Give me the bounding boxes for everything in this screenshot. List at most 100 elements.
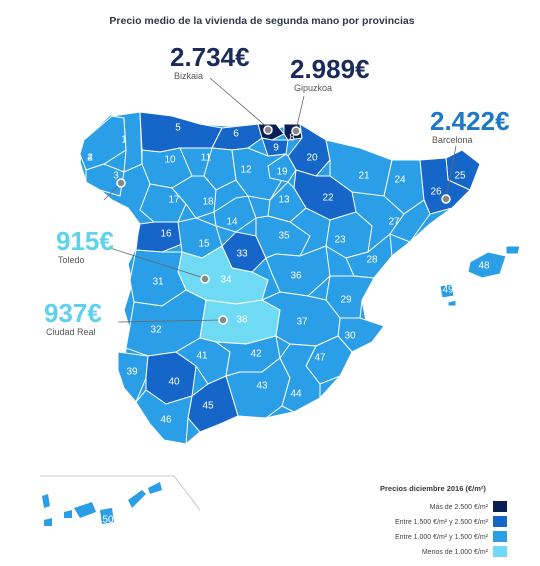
province-number-50: 50 <box>102 515 114 526</box>
province-number-labels: 1234567891011121314151617181920212223242… <box>87 123 490 526</box>
province-number-4: 4 <box>87 153 93 164</box>
legend-swatch-tier3 <box>493 531 507 542</box>
ciudad-real-leader-line <box>117 319 223 323</box>
province-number-9: 9 <box>273 143 279 154</box>
legend-label-tier4: Menos de 1.000 €/m² <box>422 549 489 556</box>
legend-swatch-tier1 <box>493 501 507 512</box>
province-number-44: 44 <box>290 389 302 400</box>
canary-inset-divider <box>40 475 201 511</box>
island-la-gomera <box>64 510 72 518</box>
province-number-36: 36 <box>290 271 302 282</box>
galicia-marker <box>116 178 126 188</box>
bizkaia-name: Bizkaia <box>174 71 203 81</box>
province-palencia <box>203 147 237 191</box>
bizkaia-price: 2.734€ <box>170 42 250 72</box>
toledo-name: Toledo <box>58 255 85 265</box>
island-la-palma <box>42 494 50 508</box>
galicia-leader-line <box>103 183 121 201</box>
ciudad-real-marker <box>218 315 228 325</box>
province-number-5: 5 <box>175 123 181 134</box>
gipuzkoa-name: Gipuzkoa <box>294 83 332 93</box>
province-number-31: 31 <box>152 277 164 288</box>
ciudad-real-price: 937€ <box>44 298 102 328</box>
province-cadiz <box>135 389 193 445</box>
province-tarragona <box>389 199 431 243</box>
ciudad-real-name: Ciudad Real <box>46 327 96 337</box>
province-number-40: 40 <box>168 377 180 388</box>
barcelona-name: Barcelona <box>432 135 473 145</box>
province-number-45: 45 <box>202 401 214 412</box>
province-almeria <box>279 343 321 413</box>
barcelona-price: 2.422€ <box>430 106 510 136</box>
province-number-37: 37 <box>296 317 308 328</box>
province-number-32: 32 <box>150 325 162 336</box>
province-number-11: 11 <box>201 153 212 164</box>
province-number-23: 23 <box>334 235 346 246</box>
province-number-27: 27 <box>388 217 400 228</box>
province-number-22: 22 <box>322 193 334 204</box>
province-malaga <box>187 375 239 433</box>
province-number-25: 25 <box>454 171 466 182</box>
province-number-6: 6 <box>233 129 239 140</box>
legend: Precios diciembre 2016 (€/m²) Más de 2.5… <box>380 484 507 557</box>
province-alava <box>261 137 289 157</box>
province-number-1: 1 <box>121 135 127 146</box>
province-number-15: 15 <box>198 239 210 250</box>
province-number-3: 3 <box>113 171 119 182</box>
province-number-41: 41 <box>196 351 208 362</box>
island-gran-canaria <box>100 508 114 524</box>
gipuzkoa-marker <box>291 126 301 136</box>
province-pontevedra <box>85 163 125 197</box>
province-number-14: 14 <box>226 217 238 228</box>
province-number-34: 34 <box>220 275 232 286</box>
legend-swatch-tier4 <box>493 546 507 557</box>
province-number-24: 24 <box>394 175 406 186</box>
province-number-18: 18 <box>202 197 214 208</box>
toledo-marker <box>200 274 210 284</box>
legend-label-tier1: Más de 2.500 €/m² <box>430 504 489 511</box>
province-number-17: 17 <box>168 195 180 206</box>
island-lanzarote <box>148 482 162 494</box>
island-ibiza <box>439 283 455 299</box>
province-number-10: 10 <box>164 155 176 166</box>
province-number-33: 33 <box>236 249 248 260</box>
province-number-47: 47 <box>314 353 326 364</box>
island-tenerife <box>74 502 96 518</box>
province-number-20: 20 <box>306 153 318 164</box>
province-number-8: 8 <box>289 133 295 144</box>
province-number-49: 49 <box>442 285 454 296</box>
province-number-21: 21 <box>358 171 370 182</box>
legend-title: Precios diciembre 2016 (€/m²) <box>380 484 486 493</box>
province-salamanca <box>135 221 183 253</box>
island-mallorca <box>467 251 507 279</box>
province-number-38: 38 <box>236 315 248 326</box>
island-fuerteventura <box>128 490 146 508</box>
island-formentera <box>447 299 457 307</box>
gipuzkoa-leader-line <box>295 95 305 131</box>
province-number-2: 2 <box>87 153 93 164</box>
province-number-26: 26 <box>430 187 442 198</box>
province-number-12: 12 <box>240 165 252 176</box>
gipuzkoa-price: 2.989€ <box>290 54 370 84</box>
province-number-13: 13 <box>278 195 290 206</box>
legend-label-tier3: Entre 1.000 €/m² y 1.500 €/m² <box>395 534 489 541</box>
province-huesca <box>325 139 393 197</box>
bizkaia-marker <box>263 125 273 135</box>
province-number-43: 43 <box>256 381 268 392</box>
province-number-16: 16 <box>160 229 172 240</box>
legend-label-tier2: Entre 1.500 €/m² y 2.500 €/m² <box>395 519 489 526</box>
province-number-28: 28 <box>366 255 378 266</box>
province-valladolid <box>171 175 217 219</box>
province-number-29: 29 <box>340 295 352 306</box>
map-title: Precio medio de la vivienda de segunda m… <box>109 15 414 27</box>
toledo-leader-line <box>109 247 205 279</box>
toledo-price: 915€ <box>56 226 114 256</box>
province-number-46: 46 <box>160 415 172 426</box>
province-number-39: 39 <box>126 367 138 378</box>
barcelona-marker <box>441 194 451 204</box>
province-number-19: 19 <box>276 167 288 178</box>
province-number-35: 35 <box>278 231 290 242</box>
island-menorca <box>505 245 521 255</box>
barcelona-leader-line <box>445 145 457 199</box>
bizkaia-leader-line <box>209 77 269 129</box>
